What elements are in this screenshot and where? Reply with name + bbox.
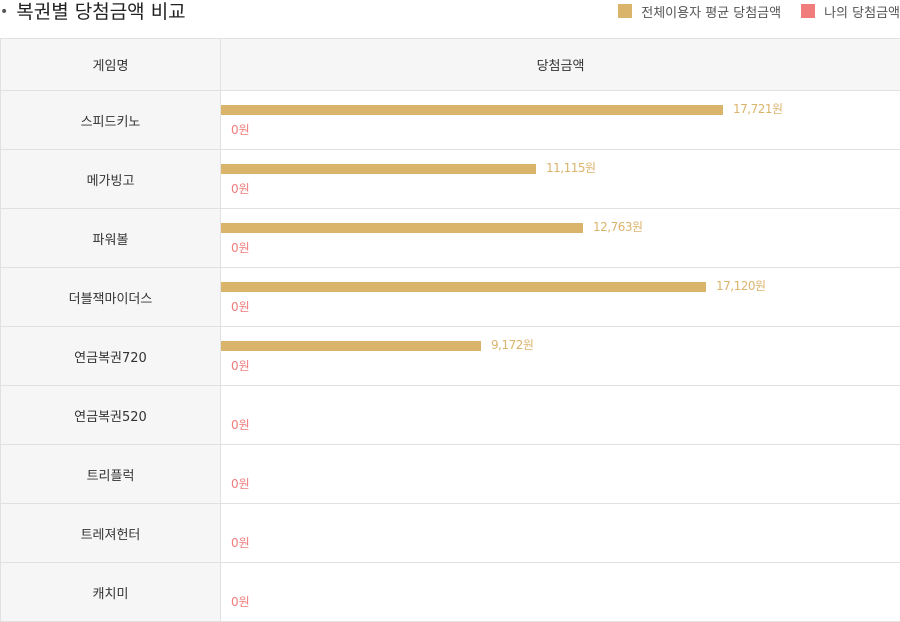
my-amount-label: 0원 [231,300,250,314]
column-header-game: 게임명 [0,38,221,91]
average-amount-bar [221,164,536,174]
page-title-text: 복권별 당첨금액 비교 [16,1,186,23]
table-row: 연금복권520 0원 [0,385,900,445]
average-bar-group: 9,172원 [221,338,900,352]
average-amount-bar [221,223,583,233]
table-row: 트리플럭 0원 [0,444,900,504]
chart-header: • 복권별 당첨금액 비교 전체이용자 평균 당첨금액 나의 당첨금액 [0,0,900,39]
column-header-amount: 당첨금액 [220,38,900,91]
table-header-row: 게임명 당첨금액 [0,38,900,91]
game-name: 연금복권520 [0,385,221,445]
average-amount-bar [221,282,706,292]
table-row: 스피드키노 17,721원 0원 [0,90,900,150]
page-title: • 복권별 당첨금액 비교 [0,0,186,24]
table-row: 트레져헌터 0원 [0,503,900,563]
title-bullet-icon: • [0,4,9,20]
my-amount-label: 0원 [231,241,250,255]
average-amount-bar [221,105,723,115]
amount-cell: 9,172원 0원 [220,326,900,386]
game-name: 메가빙고 [0,149,221,209]
my-amount-label: 0원 [231,418,250,432]
my-amount-label: 0원 [231,182,250,196]
legend: 전체이용자 평균 당첨금액 나의 당첨금액 [598,1,900,21]
table-row: 파워볼 12,763원 0원 [0,208,900,268]
my-amount-label: 0원 [231,536,250,550]
average-bar-group: 17,721원 [221,102,900,116]
game-name: 트리플럭 [0,444,221,504]
legend-item-average: 전체이용자 평균 당첨금액 [618,2,781,21]
game-name: 트레져헌터 [0,503,221,563]
my-amount-label: 0원 [231,595,250,609]
amount-cell: 12,763원 0원 [220,208,900,268]
legend-item-mine: 나의 당첨금액 [801,2,900,21]
average-amount-bar [221,341,481,351]
my-amount-label: 0원 [231,359,250,373]
my-amount-label: 0원 [231,123,250,137]
table-row: 메가빙고 11,115원 0원 [0,149,900,209]
average-amount-label: 11,115원 [546,161,596,175]
average-amount-label: 17,120원 [716,279,766,293]
amount-cell: 0원 [220,503,900,563]
amount-cell: 17,721원 0원 [220,90,900,150]
legend-swatch-average [618,4,633,18]
table-row: 연금복권720 9,172원 0원 [0,326,900,386]
average-amount-label: 17,721원 [733,102,783,116]
average-bar-group: 17,120원 [221,279,900,293]
amount-cell: 0원 [220,444,900,504]
amount-cell: 0원 [220,562,900,622]
table-row: 캐치미 0원 [0,562,900,622]
legend-label-mine: 나의 당첨금액 [824,5,900,21]
game-name: 연금복권720 [0,326,221,386]
table-row: 더블잭마이더스 17,120원 0원 [0,267,900,327]
legend-label-average: 전체이용자 평균 당첨금액 [641,5,782,21]
comparison-table: 게임명 당첨금액 스피드키노 17,721원 0원 메가빙고 11,115원 0원 파워볼 1… [0,38,900,622]
my-amount-label: 0원 [231,477,250,491]
game-name: 더블잭마이더스 [0,267,221,327]
game-name: 파워볼 [0,208,221,268]
game-name: 스피드키노 [0,90,221,150]
amount-cell: 11,115원 0원 [220,149,900,209]
average-amount-label: 9,172원 [491,338,534,352]
legend-swatch-mine [801,4,816,18]
amount-cell: 17,120원 0원 [220,267,900,327]
amount-cell: 0원 [220,385,900,445]
average-bar-group: 12,763원 [221,220,900,234]
game-name: 캐치미 [0,562,221,622]
average-bar-group: 11,115원 [221,161,900,175]
average-amount-label: 12,763원 [593,220,643,234]
table-body: 스피드키노 17,721원 0원 메가빙고 11,115원 0원 파워볼 12,763원 0원 더… [0,90,900,622]
